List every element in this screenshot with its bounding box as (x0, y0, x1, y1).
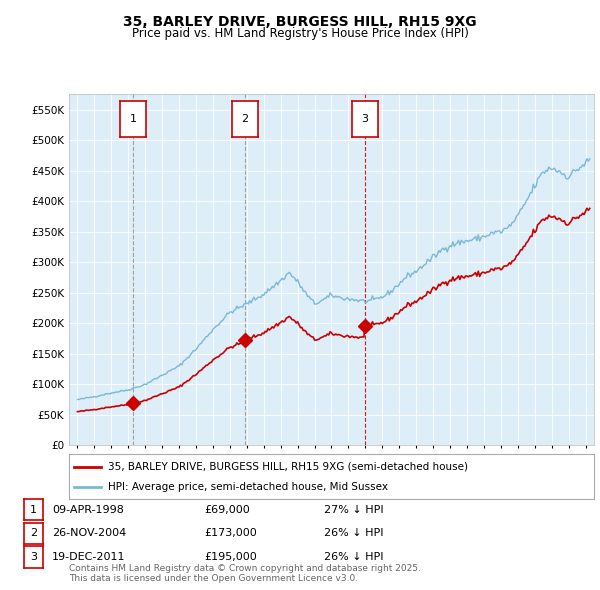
Text: 3: 3 (30, 552, 37, 562)
Text: Contains HM Land Registry data © Crown copyright and database right 2025.
This d: Contains HM Land Registry data © Crown c… (69, 563, 421, 583)
Text: 27% ↓ HPI: 27% ↓ HPI (324, 505, 383, 514)
Text: 19-DEC-2011: 19-DEC-2011 (52, 552, 126, 562)
Text: 35, BARLEY DRIVE, BURGESS HILL, RH15 9XG (semi-detached house): 35, BARLEY DRIVE, BURGESS HILL, RH15 9XG… (109, 462, 469, 471)
Text: 09-APR-1998: 09-APR-1998 (52, 505, 124, 514)
Text: £69,000: £69,000 (204, 505, 250, 514)
Text: 2: 2 (30, 529, 37, 538)
Text: Price paid vs. HM Land Registry's House Price Index (HPI): Price paid vs. HM Land Registry's House … (131, 27, 469, 40)
Text: 1: 1 (30, 505, 37, 514)
Text: 26% ↓ HPI: 26% ↓ HPI (324, 529, 383, 538)
Text: HPI: Average price, semi-detached house, Mid Sussex: HPI: Average price, semi-detached house,… (109, 483, 388, 493)
Text: 26% ↓ HPI: 26% ↓ HPI (324, 552, 383, 562)
Text: £195,000: £195,000 (204, 552, 257, 562)
Text: 35, BARLEY DRIVE, BURGESS HILL, RH15 9XG: 35, BARLEY DRIVE, BURGESS HILL, RH15 9XG (123, 15, 477, 29)
Text: 26-NOV-2004: 26-NOV-2004 (52, 529, 127, 538)
Text: £173,000: £173,000 (204, 529, 257, 538)
